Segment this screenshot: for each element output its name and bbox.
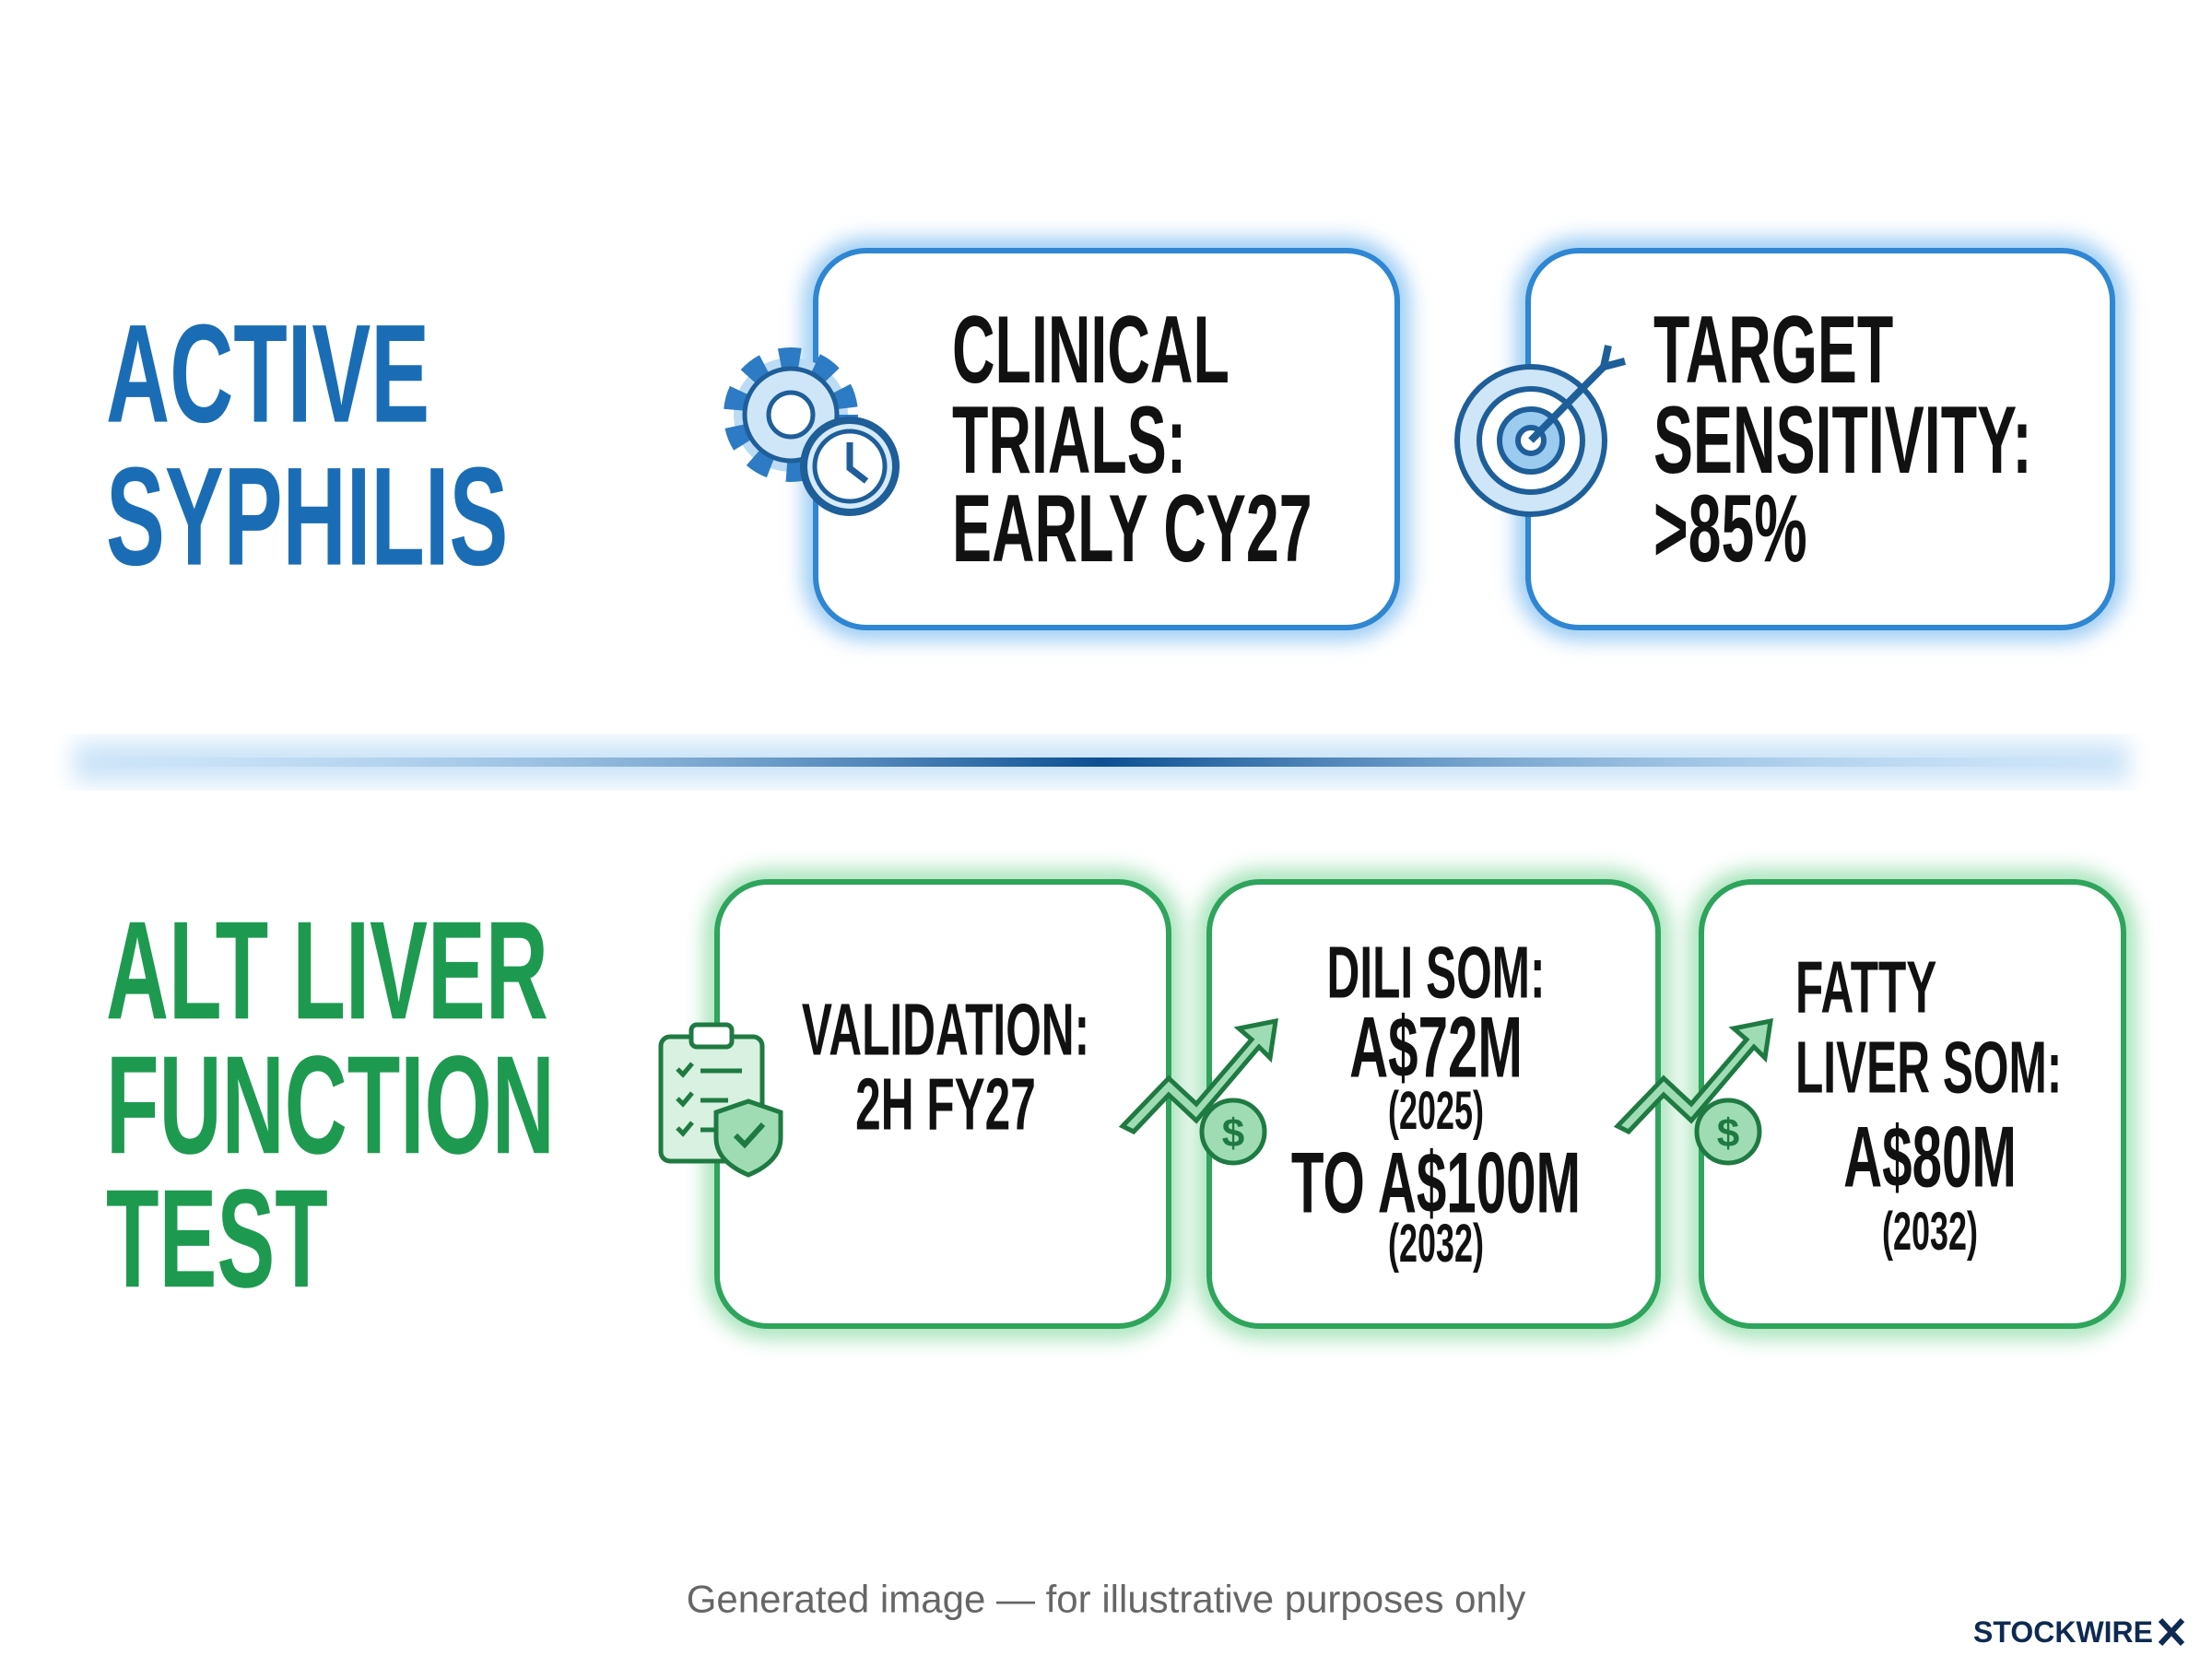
target-icon: [1454, 345, 1627, 517]
card-line: DILI SOM:: [1327, 933, 1546, 1015]
card-line: FATTY: [1795, 947, 1936, 1029]
title-line: TEST: [106, 1160, 328, 1316]
brand: STOCKWIRE: [1973, 1615, 2153, 1649]
card-line: (2032): [1882, 1203, 1978, 1263]
gear-clock-icon: [724, 347, 900, 516]
footer-caption: Generated image — for illustrative purpo…: [687, 1578, 1525, 1621]
card-line: A$80M: [1843, 1108, 2017, 1205]
card: $ FATTY LIVER SOM: A$80M (2032): [1613, 872, 2134, 1336]
card-line: 2H FY27: [855, 1064, 1036, 1146]
dollar-symbol: $: [1222, 1111, 1244, 1157]
card-line: >85%: [1653, 476, 1807, 581]
card-line: CLINICAL: [952, 297, 1230, 403]
card-line: VALIDATION:: [802, 990, 1089, 1072]
card-line: LIVER SOM:: [1795, 1028, 2062, 1110]
section-title: ACTIVE SYPHILIS: [106, 295, 508, 594]
growth-icon: $: [1613, 1017, 1774, 1166]
title-line: SYPHILIS: [106, 438, 508, 594]
divider-line: [85, 758, 2116, 767]
card-line: SENSITIVITY:: [1653, 387, 2032, 493]
clipboard-icon: [658, 1022, 783, 1178]
title-line: ACTIVE: [106, 295, 429, 452]
card: CLINICAL TRIALS: EARLY CY27: [724, 241, 1407, 638]
card-line: EARLY CY27: [952, 476, 1312, 581]
card-line: TRIALS:: [952, 387, 1186, 493]
brand-logo: [2158, 1617, 2185, 1647]
card: $ DILI SOM: A$72M (2025) TO A$100M (2032…: [1118, 872, 1668, 1336]
card-line: TO A$100M: [1291, 1133, 1581, 1231]
title-line: ALT LIVER: [106, 892, 548, 1048]
dollar-symbol: $: [1717, 1111, 1739, 1157]
title-line: FUNCTION: [106, 1027, 555, 1182]
card: VALIDATION: 2H FY27: [658, 872, 1179, 1336]
growth-icon: $: [1118, 1017, 1279, 1166]
section-title: ALT LIVER FUNCTION TEST: [106, 892, 555, 1316]
card-line: A$72M: [1349, 998, 1523, 1096]
card-line: (2032): [1388, 1215, 1484, 1274]
card: TARGET SENSITIVITY: >85%: [1454, 241, 2123, 638]
card-line: (2025): [1388, 1082, 1484, 1142]
divider: [74, 742, 2129, 782]
card-line: TARGET: [1653, 297, 1893, 403]
